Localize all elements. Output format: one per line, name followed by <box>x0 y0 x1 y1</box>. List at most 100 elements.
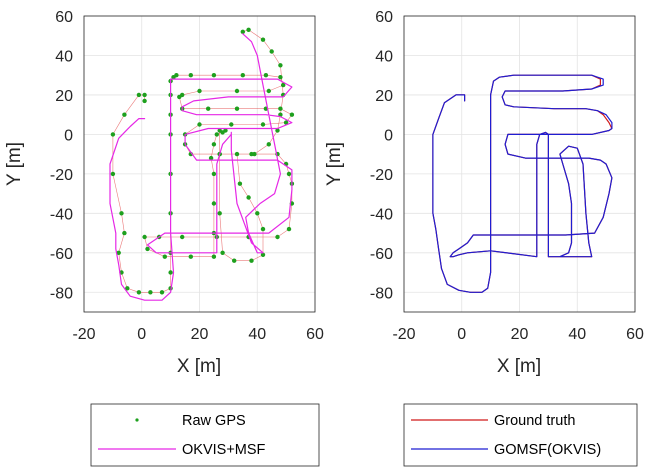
series-raw-gps-point <box>246 195 251 200</box>
series-raw-gps-point <box>229 122 234 127</box>
series-raw-gps-point <box>266 88 271 94</box>
series-raw-gps-point <box>110 132 116 137</box>
series-raw-gps-point <box>220 250 225 255</box>
series-raw-gps-point <box>110 171 116 177</box>
left-x-tick-label: 60 <box>306 326 324 343</box>
series-raw-gps-point <box>234 106 240 111</box>
left-plot: -20 0 20 40 60 60 40 20 0 -20 -40 -60 -80 X [m] Y [m… <box>4 9 324 377</box>
series-raw-gps-point <box>122 112 127 117</box>
left-x-tick-label: 0 <box>137 326 146 343</box>
left-y-axis-label: Y [m] <box>4 142 25 186</box>
series-raw-gps-point <box>142 98 147 104</box>
series-raw-gps-point <box>260 252 266 257</box>
right-plot-frame <box>403 15 636 313</box>
series-raw-gps-point <box>237 181 243 186</box>
left-y-tick-label: 0 <box>64 127 73 144</box>
series-raw-gps-point <box>269 49 274 54</box>
series-raw-gps-point <box>208 155 214 161</box>
right-x-tick-label: -20 <box>392 326 415 343</box>
series-raw-gps-point <box>234 151 240 157</box>
series-raw-gps-point <box>278 106 283 111</box>
series-raw-gps-point <box>125 286 130 291</box>
right-y-tick-label: 0 <box>384 127 393 144</box>
series-raw-gps-point <box>211 142 217 147</box>
right-y-tick-label: -60 <box>370 246 393 263</box>
series-raw-gps-point <box>145 246 150 252</box>
series-raw-gps-point <box>177 94 182 100</box>
left-x-tick-label: 40 <box>248 326 266 343</box>
series-raw-gps-point <box>206 106 211 111</box>
right-x-tick-label: 20 <box>511 326 529 343</box>
series-raw-gps-point <box>197 122 202 127</box>
left-y-tick-label: -40 <box>50 206 73 223</box>
series-raw-gps-point <box>116 250 121 255</box>
right-legend: Ground truth GOMSF(OKVIS) <box>403 403 638 467</box>
series-raw-gps-point <box>278 63 283 68</box>
right-y-tick-label: -20 <box>370 167 393 184</box>
series-raw-gps-point <box>188 254 193 259</box>
series-raw-gps-point <box>162 254 167 259</box>
series-raw-gps-point <box>283 120 289 125</box>
series-raw-gps-point <box>266 142 271 147</box>
left-y-tick-label: 60 <box>55 9 73 26</box>
right-x-tick-label: 0 <box>457 326 466 343</box>
legend-label-okvis-msf: OKVIS+MSF <box>182 442 266 458</box>
series-raw-gps-point <box>142 92 147 98</box>
series-raw-gps-point <box>255 211 260 216</box>
series-raw-gps-point <box>246 27 251 32</box>
series-raw-gps-point <box>234 88 240 94</box>
left-plot-frame <box>83 15 316 313</box>
series-raw-gps-point <box>142 234 147 240</box>
series-raw-gps-point <box>240 73 245 78</box>
series-raw-gps-point <box>286 171 292 177</box>
series-raw-gps-point <box>289 112 295 117</box>
left-series <box>109 27 295 301</box>
left-x-axis-label: X [m] <box>177 356 221 377</box>
left-legend-box <box>90 403 320 467</box>
right-plot: -20 0 20 40 60 60 40 20 0 -20 -40 -60 -80 X [m] Y [m… <box>324 9 644 377</box>
series-raw-gps-point <box>122 230 127 236</box>
legend-marker-raw-gps <box>135 418 139 422</box>
series-raw-gps-point <box>249 258 254 263</box>
series-raw-gps-point <box>275 128 280 133</box>
right-y-tick-label: -40 <box>370 206 393 223</box>
right-tick-labels: -20 0 20 40 60 60 40 20 0 -20 -40 -60 -80 <box>370 9 644 343</box>
series-gomsf-okvis-line <box>432 74 613 293</box>
series-raw-gps-point <box>217 211 222 216</box>
right-y-tick-label: 60 <box>375 9 393 26</box>
right-grid <box>403 15 636 312</box>
right-x-tick-label: 60 <box>626 326 644 343</box>
right-legend-box <box>403 403 638 467</box>
series-raw-gps-point <box>260 122 266 127</box>
left-y-tick-label: -80 <box>50 285 73 302</box>
series-raw-gps-point <box>281 82 286 88</box>
series-raw-gps-point <box>232 258 237 263</box>
series-raw-gps-point <box>278 112 283 117</box>
left-y-tick-label: -60 <box>50 246 73 263</box>
series-raw-gps-point <box>278 75 283 80</box>
left-x-tick-label: 20 <box>191 326 209 343</box>
legend-label-gomsf-okvis: GOMSF(OKVIS) <box>494 442 601 458</box>
left-legend: Raw GPS OKVIS+MSF <box>90 403 320 467</box>
series-raw-gps-point <box>168 270 173 275</box>
left-y-tick-label: 40 <box>55 48 73 65</box>
series-raw-gps-point <box>240 29 245 34</box>
right-y-tick-label: 20 <box>375 88 393 105</box>
series-raw-gps-point <box>275 234 280 240</box>
series-raw-gps-point <box>286 226 292 232</box>
series-raw-gps-point <box>159 290 165 295</box>
series-raw-gps-point <box>260 226 266 232</box>
series-raw-gps-point <box>174 73 179 78</box>
series-raw-gps-point <box>217 128 222 133</box>
right-x-axis-label: X [m] <box>497 356 541 377</box>
right-x-tick-label: 40 <box>568 326 586 343</box>
series-raw-gps-point <box>136 92 142 98</box>
series-raw-gps-point <box>119 211 124 216</box>
series-raw-gps-point <box>211 201 217 206</box>
series-raw-gps-point <box>260 37 266 42</box>
series-raw-gps-point <box>136 290 142 295</box>
series-raw-gps-point <box>148 290 153 295</box>
left-y-tick-label: -20 <box>50 167 73 184</box>
series-raw-gps-point <box>211 254 217 259</box>
